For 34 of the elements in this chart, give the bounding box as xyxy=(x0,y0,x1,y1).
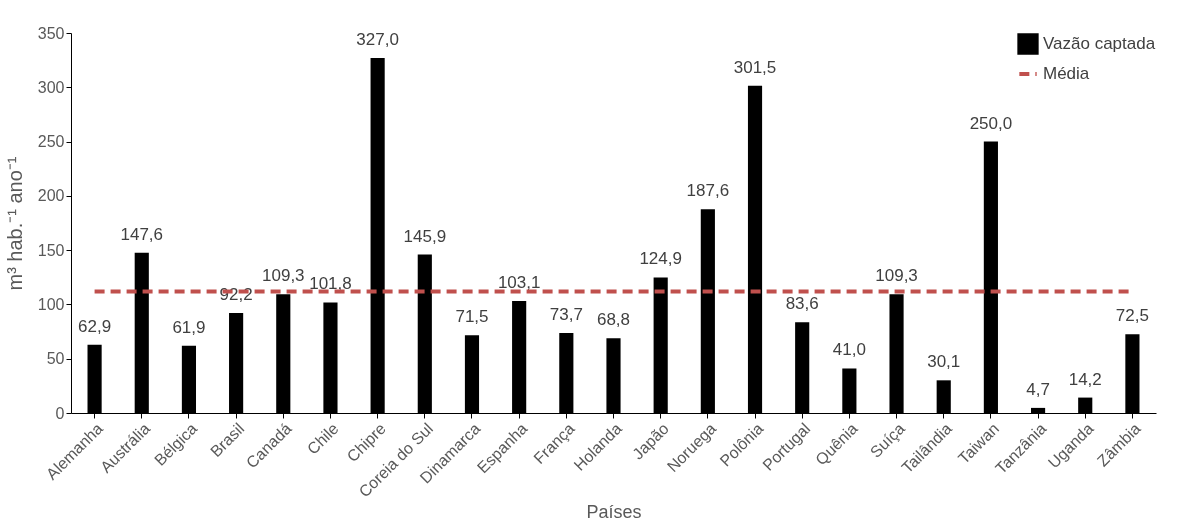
data-label: 103,1 xyxy=(497,273,541,293)
data-label: 61,9 xyxy=(172,317,206,337)
y-tick-label: 100 xyxy=(37,295,65,313)
legend-label: Vazão captada xyxy=(1043,34,1156,53)
y-tick-label: 150 xyxy=(37,241,65,259)
data-label: 124,9 xyxy=(639,249,682,269)
legend-label: Média xyxy=(1043,64,1090,83)
x-axis-title: Países xyxy=(586,502,642,523)
data-label: 101,8 xyxy=(309,274,352,294)
data-label: 62,9 xyxy=(78,316,112,336)
y-tick-label: 250 xyxy=(37,133,65,151)
data-label: 83,6 xyxy=(785,294,819,314)
data-label: 4,7 xyxy=(1026,379,1050,399)
data-label: 71,5 xyxy=(455,307,489,327)
y-tick-label: 300 xyxy=(37,78,65,96)
data-label: 147,6 xyxy=(120,224,164,244)
data-label: 109,3 xyxy=(875,266,918,286)
data-label: 301,5 xyxy=(733,57,777,77)
data-label: 14,2 xyxy=(1068,369,1102,389)
data-label: 250,0 xyxy=(969,113,1013,133)
y-tick-label: 200 xyxy=(37,187,65,205)
y-tick-label: 350 xyxy=(37,24,65,42)
y-tick-label: 0 xyxy=(55,404,65,422)
data-label: 109,3 xyxy=(262,266,305,286)
data-label: 72,5 xyxy=(1115,306,1149,326)
data-label: 41,0 xyxy=(832,340,866,360)
data-label: 73,7 xyxy=(549,304,583,324)
data-label: 145,9 xyxy=(403,226,447,246)
y-axis-title: m³ hab.⁻¹ ano⁻¹ xyxy=(3,156,26,291)
data-label: 327,0 xyxy=(356,29,399,49)
data-label: 187,6 xyxy=(686,181,730,201)
data-label: 68,8 xyxy=(596,310,631,330)
data-label: 30,1 xyxy=(927,352,961,372)
y-tick-label: 50 xyxy=(46,350,65,368)
